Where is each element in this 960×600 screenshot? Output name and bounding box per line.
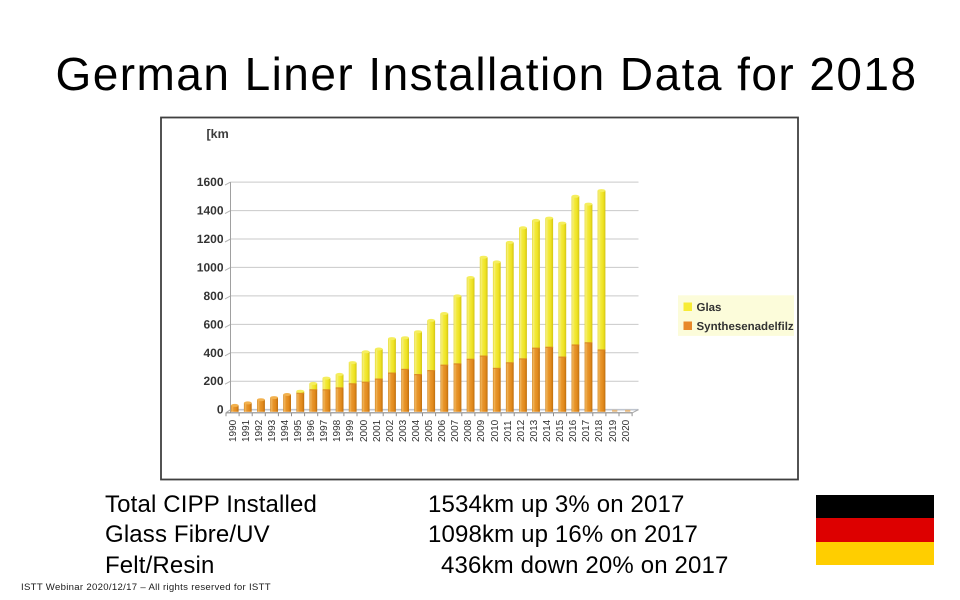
svg-text:200: 200 xyxy=(203,374,223,388)
svg-text:Glas: Glas xyxy=(697,302,722,314)
svg-text:1600: 1600 xyxy=(197,175,224,189)
svg-text:600: 600 xyxy=(203,317,223,331)
svg-text:1200: 1200 xyxy=(197,232,224,246)
svg-text:400: 400 xyxy=(203,346,223,360)
svg-text:1000: 1000 xyxy=(197,260,224,274)
svg-text:1400: 1400 xyxy=(197,204,224,218)
svg-text:Synthesenadelfilz: Synthesenadelfilz xyxy=(697,321,794,333)
svg-text:800: 800 xyxy=(203,289,223,303)
svg-text:[km: [km xyxy=(207,127,229,141)
svg-text:0: 0 xyxy=(217,403,224,417)
